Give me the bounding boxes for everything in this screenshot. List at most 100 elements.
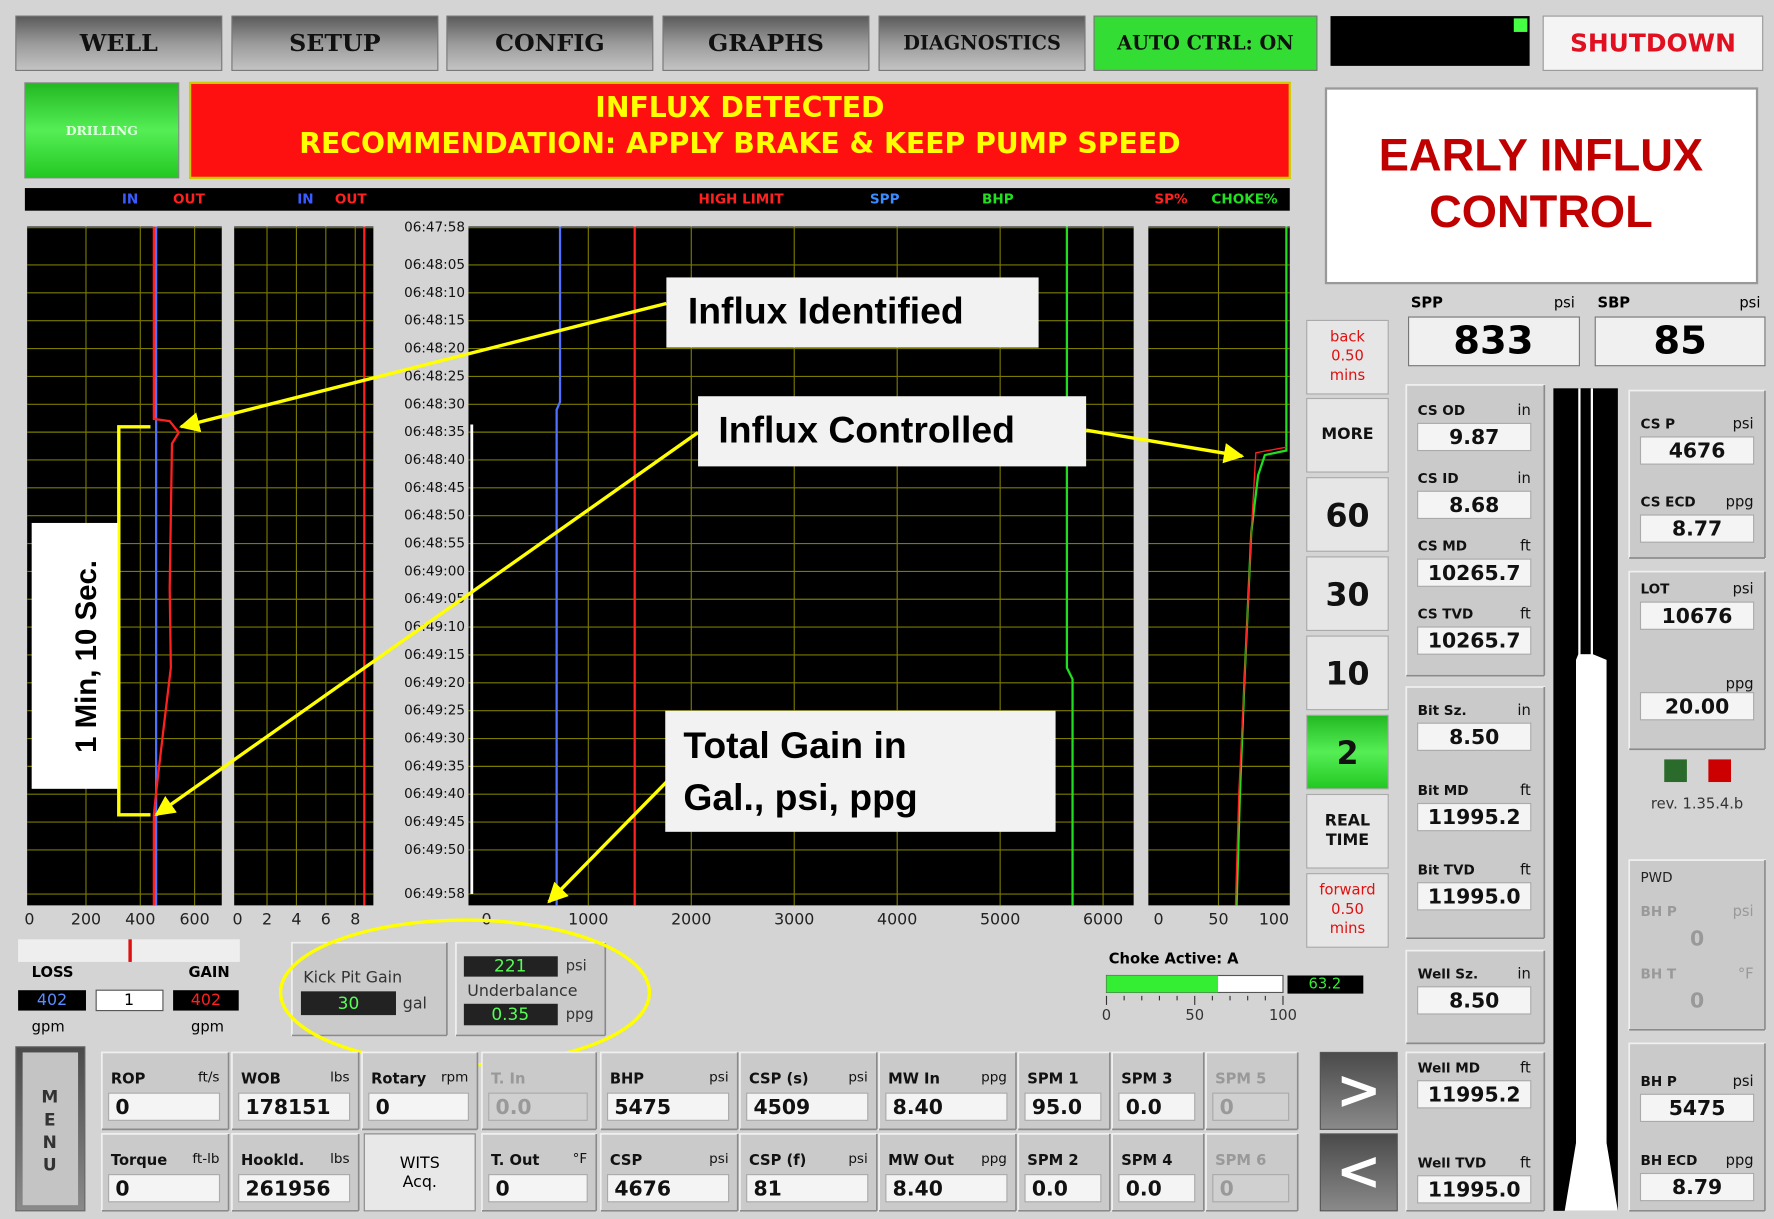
value-box: [1639, 514, 1755, 543]
wellbore: [1580, 388, 1591, 655]
legend-label: SPP: [870, 191, 900, 207]
legend-strip: [24, 188, 1290, 211]
value-box: [1024, 1174, 1102, 1203]
label: 402: [37, 990, 67, 1009]
time-button[interactable]: [1306, 793, 1389, 869]
value: 8.40: [893, 1176, 943, 1200]
axis-label: 1000: [568, 910, 608, 929]
label: CSP (f): [749, 1152, 806, 1169]
annotation-arrow: [154, 431, 700, 817]
time-button[interactable]: [1306, 397, 1389, 473]
arrow-label: >: [1336, 1058, 1381, 1121]
time-button[interactable]: [1306, 714, 1389, 790]
time-label: 06:48:50: [404, 508, 465, 524]
status-led: [1513, 18, 1528, 32]
time-label: 06:49:40: [404, 786, 465, 802]
label: ft/s: [198, 1069, 220, 1085]
value: 0.0: [1126, 1176, 1162, 1200]
annotation-text: Total Gain in: [683, 724, 906, 766]
value-box: [1417, 422, 1532, 452]
arrow-button[interactable]: [1319, 1051, 1398, 1130]
label: Well MD: [1418, 1060, 1480, 1076]
label: psi: [1733, 416, 1754, 433]
indicator: [1664, 759, 1687, 783]
nav-button[interactable]: [446, 15, 654, 71]
label: gpm: [191, 1019, 224, 1036]
time-button-label: 10: [1325, 657, 1369, 693]
value: 0.0: [496, 1095, 532, 1119]
field-group: [1628, 859, 1766, 1031]
legend-label: OUT: [335, 191, 368, 207]
time-label: 06:49:15: [404, 647, 465, 663]
title-box: [1324, 87, 1759, 285]
value-box: [18, 990, 86, 1011]
label: BH P: [1640, 904, 1676, 920]
label: in: [1517, 402, 1530, 419]
label: CSP: [610, 1152, 643, 1169]
value-box: [1212, 1092, 1290, 1121]
annotation-arrow: [179, 301, 667, 433]
label: 0: [1102, 1007, 1111, 1024]
layer: WELL SETUP CONFIG GRAPHS DIAGNOSTICS AUTO CTR…: [15, 15, 1766, 1212]
time-button-label: 2: [1336, 736, 1358, 772]
arrow-button[interactable]: [1319, 1133, 1398, 1212]
label: SPM 6: [1215, 1152, 1266, 1169]
label: 402: [191, 990, 221, 1009]
value: 0: [115, 1095, 129, 1119]
time-button[interactable]: [1306, 319, 1389, 395]
time-label: 06:49:45: [404, 814, 465, 830]
value-box: [606, 1174, 730, 1203]
label: 63.2: [1308, 976, 1341, 993]
time-label: 06:49:00: [404, 563, 465, 579]
axis-label: 600: [179, 910, 209, 929]
value: 20.00: [1665, 694, 1729, 718]
value-box: [1417, 882, 1532, 911]
label: in: [1517, 702, 1530, 719]
value: 4676: [1669, 439, 1726, 463]
nav-button[interactable]: [15, 15, 223, 71]
mode-label: DRILLING: [66, 123, 138, 138]
nav-button[interactable]: [662, 15, 870, 71]
nav-button[interactable]: [231, 15, 439, 71]
legend-label: IN: [297, 191, 313, 207]
axis-label: 0: [24, 910, 34, 929]
axis-label: 3000: [774, 910, 814, 929]
alarm-text: INFLUX DETECTED: [595, 91, 884, 124]
annotation-text: Influx Controlled: [718, 408, 1015, 450]
axis-label: 4000: [877, 910, 917, 929]
menu-letter: N: [43, 1133, 57, 1153]
time-button[interactable]: [1306, 873, 1389, 948]
value: 11995.2: [1428, 1082, 1521, 1106]
time-label: 06:48:40: [404, 452, 465, 468]
alarm-text: RECOMMENDATION: APPLY BRAKE & KEEP PUMP …: [299, 127, 1180, 160]
value: 5475: [614, 1095, 671, 1119]
time-button[interactable]: [1306, 635, 1389, 711]
label: lbs: [330, 1151, 349, 1167]
value: 11995.2: [1428, 805, 1521, 829]
title-text: EARLY INFLUX: [1379, 130, 1703, 181]
shutdown-button[interactable]: [1542, 15, 1764, 71]
time-label: 06:48:35: [404, 424, 465, 440]
indicator: [1708, 759, 1732, 783]
label: Bit Sz.: [1418, 703, 1467, 719]
nav-button[interactable]: [1093, 15, 1318, 71]
time-button[interactable]: [1306, 477, 1389, 552]
axis-label: 200: [71, 910, 101, 929]
label: Well Sz.: [1418, 966, 1479, 982]
label: BH P: [1640, 1074, 1676, 1090]
time-label: 06:49:20: [404, 675, 465, 691]
legend-label: HIGH LIMIT: [699, 191, 785, 207]
wits-button[interactable]: [363, 1133, 476, 1212]
value: 0: [1220, 1176, 1234, 1200]
value: 4676: [614, 1176, 671, 1200]
label: psi: [1733, 581, 1754, 598]
value-box: [1639, 601, 1755, 630]
status-box: [1330, 16, 1530, 66]
legend-label: IN: [122, 191, 138, 207]
time-label: 06:48:05: [404, 257, 465, 273]
label: psi: [1733, 903, 1754, 920]
value-box: [488, 1092, 588, 1121]
time-button[interactable]: [1306, 556, 1389, 631]
nav-label: SETUP: [289, 29, 381, 57]
nav-button[interactable]: [878, 15, 1086, 71]
